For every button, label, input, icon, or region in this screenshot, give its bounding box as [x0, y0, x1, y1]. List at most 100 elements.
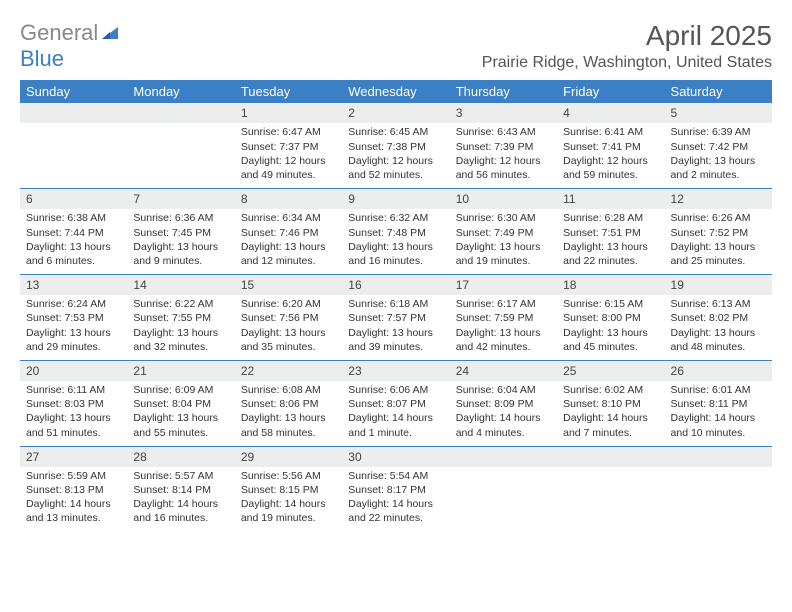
- calendar-cell: 8Sunrise: 6:34 AMSunset: 7:46 PMDaylight…: [235, 189, 342, 275]
- sunrise: Sunrise: 6:01 AM: [671, 383, 766, 397]
- daylight: Daylight: 14 hours and 4 minutes.: [456, 411, 551, 439]
- day-header: Friday: [557, 80, 664, 103]
- calendar-table: SundayMondayTuesdayWednesdayThursdayFrid…: [20, 80, 772, 531]
- day-body: Sunrise: 6:39 AMSunset: 7:42 PMDaylight:…: [665, 123, 772, 188]
- sunrise: Sunrise: 6:34 AM: [241, 211, 336, 225]
- day-number: 11: [557, 189, 664, 209]
- daylight: Daylight: 13 hours and 35 minutes.: [241, 326, 336, 354]
- sunset: Sunset: 7:37 PM: [241, 140, 336, 154]
- sunset: Sunset: 7:59 PM: [456, 311, 551, 325]
- sunset: Sunset: 8:14 PM: [133, 483, 228, 497]
- day-number: 1: [235, 103, 342, 123]
- sunrise: Sunrise: 6:24 AM: [26, 297, 121, 311]
- sunrise: Sunrise: 6:38 AM: [26, 211, 121, 225]
- day-body: Sunrise: 5:54 AMSunset: 8:17 PMDaylight:…: [342, 467, 449, 532]
- calendar-cell: 9Sunrise: 6:32 AMSunset: 7:48 PMDaylight…: [342, 189, 449, 275]
- day-number: 24: [450, 361, 557, 381]
- sunset: Sunset: 7:56 PM: [241, 311, 336, 325]
- daylight: Daylight: 13 hours and 29 minutes.: [26, 326, 121, 354]
- sunset: Sunset: 8:00 PM: [563, 311, 658, 325]
- calendar-cell: 1Sunrise: 6:47 AMSunset: 7:37 PMDaylight…: [235, 103, 342, 188]
- calendar-body: 1Sunrise: 6:47 AMSunset: 7:37 PMDaylight…: [20, 103, 772, 531]
- calendar-cell: 5Sunrise: 6:39 AMSunset: 7:42 PMDaylight…: [665, 103, 772, 188]
- calendar-cell: 25Sunrise: 6:02 AMSunset: 8:10 PMDayligh…: [557, 360, 664, 446]
- sunset: Sunset: 8:10 PM: [563, 397, 658, 411]
- day-body: Sunrise: 6:02 AMSunset: 8:10 PMDaylight:…: [557, 381, 664, 446]
- sunrise: Sunrise: 6:26 AM: [671, 211, 766, 225]
- day-body: Sunrise: 6:36 AMSunset: 7:45 PMDaylight:…: [127, 209, 234, 274]
- day-number: 15: [235, 275, 342, 295]
- sunset: Sunset: 7:53 PM: [26, 311, 121, 325]
- daylight: Daylight: 13 hours and 16 minutes.: [348, 240, 443, 268]
- sunrise: Sunrise: 6:22 AM: [133, 297, 228, 311]
- sunrise: Sunrise: 6:45 AM: [348, 125, 443, 139]
- daylight: Daylight: 13 hours and 22 minutes.: [563, 240, 658, 268]
- sunrise: Sunrise: 6:04 AM: [456, 383, 551, 397]
- daylight: Daylight: 14 hours and 22 minutes.: [348, 497, 443, 525]
- daylight: Daylight: 14 hours and 16 minutes.: [133, 497, 228, 525]
- sunrise: Sunrise: 5:59 AM: [26, 469, 121, 483]
- sunset: Sunset: 8:13 PM: [26, 483, 121, 497]
- sunrise: Sunrise: 6:28 AM: [563, 211, 658, 225]
- day-number: 19: [665, 275, 772, 295]
- logo-sail-icon: [100, 25, 120, 46]
- calendar-cell: 15Sunrise: 6:20 AMSunset: 7:56 PMDayligh…: [235, 275, 342, 361]
- day-body: Sunrise: 6:26 AMSunset: 7:52 PMDaylight:…: [665, 209, 772, 274]
- calendar-cell: 24Sunrise: 6:04 AMSunset: 8:09 PMDayligh…: [450, 360, 557, 446]
- day-body: Sunrise: 6:20 AMSunset: 7:56 PMDaylight:…: [235, 295, 342, 360]
- sunrise: Sunrise: 5:57 AM: [133, 469, 228, 483]
- calendar-week: 20Sunrise: 6:11 AMSunset: 8:03 PMDayligh…: [20, 360, 772, 446]
- daylight: Daylight: 13 hours and 12 minutes.: [241, 240, 336, 268]
- day-body: Sunrise: 5:56 AMSunset: 8:15 PMDaylight:…: [235, 467, 342, 532]
- day-body: Sunrise: 6:04 AMSunset: 8:09 PMDaylight:…: [450, 381, 557, 446]
- sunset: Sunset: 8:11 PM: [671, 397, 766, 411]
- day-number: 18: [557, 275, 664, 295]
- sunrise: Sunrise: 6:43 AM: [456, 125, 551, 139]
- daylight: Daylight: 13 hours and 55 minutes.: [133, 411, 228, 439]
- day-header: Saturday: [665, 80, 772, 103]
- calendar-cell: 3Sunrise: 6:43 AMSunset: 7:39 PMDaylight…: [450, 103, 557, 188]
- calendar-cell: 27Sunrise: 5:59 AMSunset: 8:13 PMDayligh…: [20, 446, 127, 531]
- daylight: Daylight: 13 hours and 42 minutes.: [456, 326, 551, 354]
- day-body: Sunrise: 6:41 AMSunset: 7:41 PMDaylight:…: [557, 123, 664, 188]
- sunrise: Sunrise: 6:30 AM: [456, 211, 551, 225]
- day-body-empty: [20, 123, 127, 185]
- daylight: Daylight: 12 hours and 56 minutes.: [456, 154, 551, 182]
- daylight: Daylight: 13 hours and 6 minutes.: [26, 240, 121, 268]
- calendar-cell: 16Sunrise: 6:18 AMSunset: 7:57 PMDayligh…: [342, 275, 449, 361]
- day-body-empty: [450, 467, 557, 529]
- daylight: Daylight: 12 hours and 49 minutes.: [241, 154, 336, 182]
- calendar-cell: 19Sunrise: 6:13 AMSunset: 8:02 PMDayligh…: [665, 275, 772, 361]
- daylight: Daylight: 14 hours and 13 minutes.: [26, 497, 121, 525]
- calendar-head: SundayMondayTuesdayWednesdayThursdayFrid…: [20, 80, 772, 103]
- day-number: 6: [20, 189, 127, 209]
- day-number-empty: [665, 447, 772, 467]
- calendar-cell: 6Sunrise: 6:38 AMSunset: 7:44 PMDaylight…: [20, 189, 127, 275]
- sunset: Sunset: 7:51 PM: [563, 226, 658, 240]
- day-body: Sunrise: 6:13 AMSunset: 8:02 PMDaylight:…: [665, 295, 772, 360]
- day-body: Sunrise: 6:38 AMSunset: 7:44 PMDaylight:…: [20, 209, 127, 274]
- title-block: April 2025 Prairie Ridge, Washington, Un…: [482, 20, 772, 72]
- calendar-cell: [20, 103, 127, 188]
- day-header: Sunday: [20, 80, 127, 103]
- calendar-cell: 30Sunrise: 5:54 AMSunset: 8:17 PMDayligh…: [342, 446, 449, 531]
- calendar-cell: 2Sunrise: 6:45 AMSunset: 7:38 PMDaylight…: [342, 103, 449, 188]
- sunset: Sunset: 7:39 PM: [456, 140, 551, 154]
- calendar-cell: 21Sunrise: 6:09 AMSunset: 8:04 PMDayligh…: [127, 360, 234, 446]
- calendar-cell: 28 Sunrise: 5:57 AMSunset: 8:14 PMDayligh…: [127, 446, 234, 531]
- day-body: Sunrise: 6:45 AMSunset: 7:38 PMDaylight:…: [342, 123, 449, 188]
- page-header: General Blue April 2025 Prairie Ridge, W…: [20, 20, 772, 72]
- day-number: 14: [127, 275, 234, 295]
- sunrise: Sunrise: 6:15 AM: [563, 297, 658, 311]
- day-number: 28: [127, 447, 234, 467]
- sunset: Sunset: 7:52 PM: [671, 226, 766, 240]
- calendar-cell: [557, 446, 664, 531]
- day-number: 7: [127, 189, 234, 209]
- day-number-empty: [127, 103, 234, 123]
- day-body: Sunrise: 6:24 AMSunset: 7:53 PMDaylight:…: [20, 295, 127, 360]
- sunset: Sunset: 7:57 PM: [348, 311, 443, 325]
- sunrise: Sunrise: 6:17 AM: [456, 297, 551, 311]
- sunset: Sunset: 7:48 PM: [348, 226, 443, 240]
- daylight: Daylight: 13 hours and 25 minutes.: [671, 240, 766, 268]
- day-number: 23: [342, 361, 449, 381]
